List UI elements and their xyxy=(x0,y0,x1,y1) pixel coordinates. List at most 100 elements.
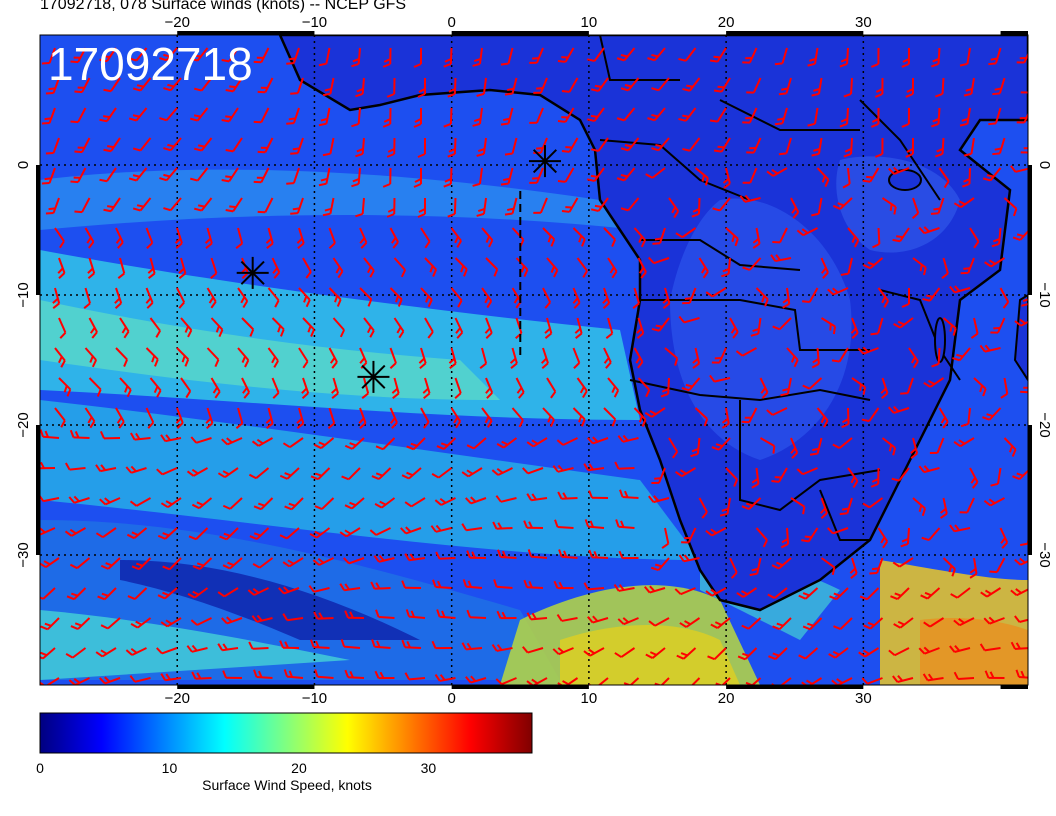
wind-barb xyxy=(888,405,910,414)
wind-barb xyxy=(40,527,56,536)
wind-barb xyxy=(363,257,375,278)
wind-barb xyxy=(877,287,889,308)
wind-barb xyxy=(126,527,148,540)
wind-barb xyxy=(802,617,823,631)
wind-barb xyxy=(755,527,768,548)
wind-barb xyxy=(529,107,544,124)
wind-barb xyxy=(267,347,279,368)
wind-barb xyxy=(344,437,365,450)
wind-barb xyxy=(557,167,575,183)
border-bar xyxy=(177,31,315,35)
wind-barb xyxy=(780,377,792,397)
wind-barb xyxy=(953,671,975,680)
wind-barb xyxy=(100,617,121,630)
wind-barb xyxy=(892,227,910,243)
wind-barb xyxy=(984,670,1005,679)
wind-barb xyxy=(193,77,213,92)
wind-barb xyxy=(290,77,304,95)
wind-barb xyxy=(586,107,605,122)
wind-barb xyxy=(191,497,213,510)
wind-barb xyxy=(782,287,791,309)
wind-barb xyxy=(912,497,927,517)
wind-barb xyxy=(938,167,950,189)
wind-barb xyxy=(404,672,426,681)
wind-barb xyxy=(1014,615,1028,623)
wind-barb xyxy=(674,587,696,596)
wind-barb xyxy=(74,77,91,94)
wind-barb xyxy=(766,167,788,177)
wind-barb xyxy=(125,647,147,656)
wind-barb xyxy=(942,557,956,577)
wind-barb xyxy=(328,227,336,249)
wind-barb xyxy=(450,227,462,248)
wind-barb xyxy=(481,227,494,248)
wind-barb xyxy=(982,407,1002,421)
wind-barb xyxy=(405,609,426,619)
wind-barb xyxy=(678,107,697,122)
wind-barb xyxy=(99,167,117,183)
lon-tick-label-top: 20 xyxy=(718,14,735,31)
wind-barb xyxy=(999,527,1009,549)
lat-tick-label-left: −10 xyxy=(15,282,32,307)
wind-barb xyxy=(190,617,212,626)
wind-barb xyxy=(496,610,517,620)
wind-barb xyxy=(375,609,395,619)
wind-barb xyxy=(681,527,697,544)
wind-barb xyxy=(472,107,483,127)
wind-barb xyxy=(284,497,304,511)
wind-barb xyxy=(712,197,731,212)
wind-barb xyxy=(308,585,330,593)
wind-barb xyxy=(1012,467,1028,481)
wind-barb xyxy=(186,467,208,477)
wind-barb xyxy=(145,287,154,309)
wind-barb xyxy=(251,437,273,447)
wind-barb xyxy=(590,197,609,212)
wind-barb xyxy=(221,107,239,123)
wind-barb xyxy=(572,287,581,309)
wind-barb xyxy=(54,407,66,428)
wind-barb xyxy=(546,257,559,278)
wind-barb xyxy=(553,580,574,590)
wind-barb xyxy=(529,47,544,64)
wind-barb xyxy=(952,347,971,362)
wind-barb xyxy=(351,47,361,68)
wind-barb xyxy=(100,557,121,570)
wind-barb xyxy=(586,167,605,182)
wind-barb xyxy=(959,497,975,514)
wind-barb xyxy=(206,287,217,309)
wind-barb xyxy=(620,77,640,92)
wind-barb xyxy=(271,377,280,399)
colorbar: 0 10 20 30 xyxy=(36,712,533,776)
wind-barb xyxy=(802,377,823,390)
wind-barb xyxy=(296,407,305,429)
wind-barb xyxy=(443,107,453,128)
wind-barb xyxy=(590,137,609,152)
wind-barb xyxy=(721,257,731,278)
wind-barb xyxy=(557,491,578,500)
wind-barb xyxy=(807,47,819,67)
wind-barb xyxy=(189,107,209,122)
wind-barb xyxy=(637,377,651,398)
wind-barb xyxy=(187,587,209,599)
wind-barb xyxy=(41,47,56,65)
wind-barb xyxy=(619,677,640,685)
wind-barb xyxy=(318,107,331,127)
wind-barb xyxy=(847,227,860,248)
wind-barb xyxy=(862,257,884,270)
wind-barb xyxy=(253,669,273,679)
wind-barb xyxy=(119,377,132,398)
wind-barb xyxy=(870,107,880,128)
wind-barb xyxy=(41,167,56,185)
wind-barb xyxy=(678,554,700,563)
wind-barb xyxy=(798,647,819,660)
wind-barb xyxy=(796,227,818,237)
wind-barb xyxy=(694,167,709,186)
wind-barb xyxy=(99,497,121,506)
wind-barb xyxy=(881,197,897,215)
wind-barb xyxy=(979,643,1001,652)
wind-barb xyxy=(620,137,640,152)
wind-barb xyxy=(159,167,178,182)
wind-barb xyxy=(156,467,178,476)
wind-barb xyxy=(790,497,806,515)
wind-barb xyxy=(983,497,1005,507)
